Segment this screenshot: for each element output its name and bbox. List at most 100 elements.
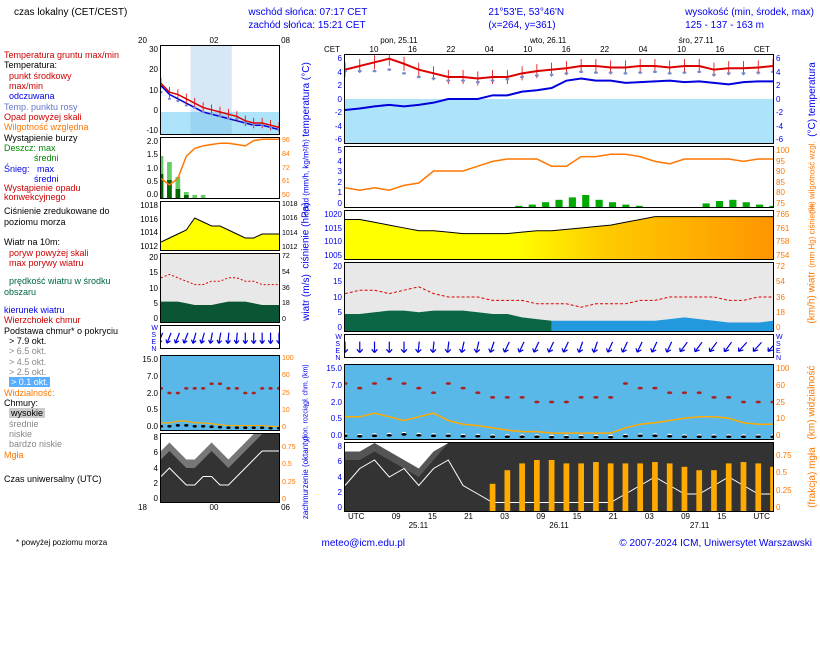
lbl-zachm: zachmurzenie (oktanty) bbox=[302, 435, 311, 518]
lg-tempg: Temperatura gruntu max/min bbox=[4, 50, 132, 60]
small-winddir-yr bbox=[280, 325, 294, 353]
big-cloud-yl: 15.07.02.00.50.0 bbox=[318, 364, 344, 440]
big-temp-yr: 6420-2-4-6 bbox=[774, 54, 800, 144]
small-wind-panel bbox=[160, 253, 280, 323]
lbl-temp-r: (°C) temperatura bbox=[807, 62, 818, 137]
lg-srednie: średnie bbox=[4, 419, 132, 429]
heights: 125 - 137 - 163 m bbox=[685, 19, 814, 32]
big-precip-yl: 543210 bbox=[318, 146, 344, 208]
lg-kierunek: kierunek wiatru bbox=[4, 305, 132, 315]
lg-temp: Temperatura: bbox=[4, 60, 132, 70]
lg-mgla: Mgła bbox=[4, 450, 132, 460]
small-precip-yr: 9684726150 bbox=[280, 137, 294, 199]
small-cloud-panel bbox=[160, 355, 280, 431]
small-press-yr: 1018101610141012 bbox=[280, 201, 294, 251]
lg-niskie: niskie bbox=[4, 429, 132, 439]
lg-wiatr10: Wiatr na 10m: bbox=[4, 237, 132, 247]
big-winddir-yl: WSEN bbox=[318, 334, 344, 362]
height-label: wysokość (min, środek, max) bbox=[685, 6, 814, 19]
big-wind-panel bbox=[344, 262, 774, 332]
small-okta-panel bbox=[160, 433, 280, 503]
small-temp-yr bbox=[280, 45, 294, 135]
big-charts-column: pon, 25.11wto, 26.11śro, 27.11 CET101622… bbox=[294, 36, 820, 530]
big-press-yr: 765761758754 bbox=[774, 210, 800, 260]
lg-widz: Widzialność: bbox=[4, 388, 132, 398]
footnote: * powyżej poziomu morza bbox=[16, 538, 107, 549]
lg-bniskie: bardzo niskie bbox=[4, 439, 132, 449]
lbl-widz: (km) widzialność bbox=[807, 365, 818, 439]
local-time-label: czas lokalny (CET/CEST) bbox=[14, 7, 127, 18]
lg-poryw: poryw powyżej skali bbox=[4, 248, 132, 258]
lbl-temp: temperatura (°C) bbox=[301, 62, 312, 137]
big-winddir-panel bbox=[344, 334, 774, 358]
lg-chmury: Chmury: bbox=[4, 398, 132, 408]
lg-snieg: Śnieg: max bbox=[4, 164, 132, 174]
footer: * powyżej poziomu morza meteo@icm.edu.pl… bbox=[4, 534, 820, 553]
lg-burza: Wystąpienie burzy bbox=[4, 133, 132, 143]
lg-wysokie: wysokie bbox=[4, 408, 132, 418]
lg-okt79: > 7.9 okt. bbox=[4, 336, 132, 346]
big-dates-bot: 25.1126.1127.11 bbox=[344, 521, 774, 530]
small-okta-yl: 86420 bbox=[134, 433, 160, 503]
footer-copy: © 2007-2024 ICM, Uniwersytet Warszawski bbox=[619, 538, 812, 549]
small-temp-yl: 3020100-10 bbox=[134, 45, 160, 135]
small-top-axis: 200208 bbox=[134, 36, 294, 45]
lbl-wiatr-r: (km/h) wiatr bbox=[807, 271, 818, 323]
small-temp-panel bbox=[160, 45, 280, 135]
small-wind-yr: 725436180 bbox=[280, 253, 294, 323]
big-press-yl: 1020101510101005 bbox=[318, 210, 344, 260]
big-winddir-yr: WSEN bbox=[774, 334, 800, 362]
lg-punkt: punkt środkowy bbox=[4, 71, 132, 81]
lg-cisn: Ciśnienie zredukowane do poziomu morza bbox=[4, 206, 132, 227]
lg-opadskali: Opad powyżej skali bbox=[4, 112, 132, 122]
lg-konw: Wystąpienie opadu konwekcyjnego bbox=[4, 184, 132, 202]
lg-utc: Czas uniwersalny (UTC) bbox=[4, 474, 132, 484]
small-cloud-yl: 15.07.02.00.50.0 bbox=[134, 355, 160, 431]
small-precip-panel bbox=[160, 137, 280, 199]
small-wind-yl: 20151050 bbox=[134, 253, 160, 323]
big-okta-panel bbox=[344, 442, 774, 512]
gridxy: (x=264, y=361) bbox=[488, 19, 564, 32]
lg-wilg: Wilgotność względna bbox=[4, 122, 132, 132]
big-cloud-panel bbox=[344, 364, 774, 440]
small-charts-column: 200208 3020100-10 2.01.51.00.50.0 968472… bbox=[134, 36, 294, 530]
lg-podstawa: Podstawa chmur* o pokryciu bbox=[4, 326, 132, 336]
small-bot-axis: 180006 bbox=[134, 503, 294, 512]
lg-okt01: > 0.1 okt. bbox=[4, 377, 132, 387]
lg-odczuwana: odczuwana bbox=[4, 91, 132, 101]
sunset: zachód słońca: 15:21 CET bbox=[248, 19, 367, 32]
small-winddir-yl: WSEN bbox=[134, 325, 160, 353]
footer-email[interactable]: meteo@icm.edu.pl bbox=[322, 538, 406, 549]
lg-wierzch: Wierzchołek chmur bbox=[4, 315, 132, 325]
coords: 21°53'E, 53°46'N bbox=[488, 6, 564, 19]
big-press-panel bbox=[344, 210, 774, 260]
big-okta-yl: 86420 bbox=[318, 442, 344, 512]
big-temp-panel bbox=[344, 54, 774, 144]
sunrise: wschód słońca: 07:17 CET bbox=[248, 6, 367, 19]
big-cloud-yr: 1006025100 bbox=[774, 364, 800, 440]
lg-deszcz: Deszcz: max bbox=[4, 143, 132, 153]
big-temp-yl: 6420-2-4-6 bbox=[318, 54, 344, 144]
lg-okt45: > 4.5 okt. bbox=[4, 357, 132, 367]
small-press-yl: 1018101610141012 bbox=[134, 201, 160, 251]
big-bot-axis: UTC09152103091521030915UTC bbox=[344, 512, 774, 521]
lg-sredni: średni bbox=[4, 153, 132, 163]
lbl-wiatr: wiatr (m/s) bbox=[301, 274, 312, 321]
small-winddir-panel bbox=[160, 325, 280, 349]
legend-column: Temperatura gruntu max/min Temperatura: … bbox=[4, 36, 134, 530]
big-okta-yr: 0.750.50.250 bbox=[774, 442, 800, 512]
lbl-cisn-r: (mm Hg) ciśnienie bbox=[808, 203, 817, 267]
lbl-cisn: ciśnienie (hPa) bbox=[301, 202, 312, 268]
small-press-panel bbox=[160, 201, 280, 251]
big-top-axis: CET10162204101622041016CET bbox=[320, 45, 774, 54]
main-container: Temperatura gruntu max/min Temperatura: … bbox=[4, 36, 820, 530]
lbl-mgla: (frakcja) mgła bbox=[807, 447, 818, 508]
lg-okt65: > 6.5 okt. bbox=[4, 346, 132, 356]
lg-predkosc: prędkość wiatru w środku obszaru bbox=[4, 276, 132, 297]
big-precip-panel bbox=[344, 146, 774, 208]
lg-maxporyw: max porywy wiatru bbox=[4, 258, 132, 268]
small-cloud-yr: 1006025100 bbox=[280, 355, 294, 431]
lg-maxmin: max/min bbox=[4, 81, 132, 91]
lg-okt25: > 2.5 okt. bbox=[4, 367, 132, 377]
big-wind-yl: 20151050 bbox=[318, 262, 344, 332]
